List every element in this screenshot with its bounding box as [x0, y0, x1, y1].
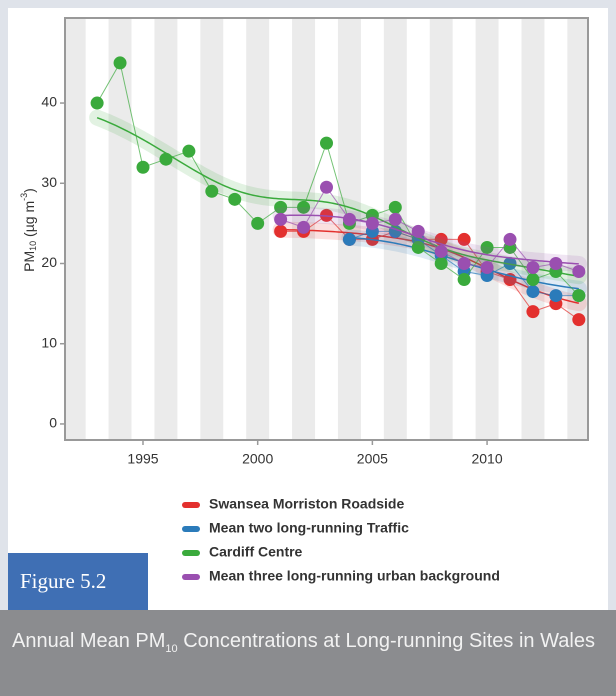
figure-label: Figure 5.2 — [8, 553, 148, 610]
y-tick-label: 0 — [49, 415, 57, 431]
y-label-part: PM — [21, 251, 37, 272]
background-stripe — [200, 18, 224, 440]
background-stripe — [475, 18, 499, 440]
data-point — [251, 216, 265, 230]
data-point — [388, 200, 402, 214]
y-label-part: (µg m — [21, 201, 37, 241]
caption: Annual Mean PM10 Concentrations at Long-… — [0, 610, 616, 696]
x-tick-label: 2005 — [357, 451, 388, 467]
data-point — [572, 265, 586, 279]
data-point — [320, 180, 333, 194]
data-point — [274, 200, 288, 214]
trend-line — [96, 116, 579, 277]
data-point — [457, 232, 471, 246]
data-point — [274, 212, 288, 226]
data-point — [113, 56, 127, 70]
caption-part: 10 — [165, 643, 178, 655]
background-stripe — [154, 18, 178, 440]
data-point — [297, 200, 311, 214]
data-point — [411, 224, 425, 238]
legend-label: Cardiff Centre — [209, 544, 303, 560]
y-tick-label: 20 — [41, 254, 57, 270]
data-point — [297, 220, 311, 234]
data-point — [434, 256, 448, 270]
data-point — [503, 232, 517, 246]
y-tick-label: 10 — [41, 334, 57, 350]
legend-label: Mean three long-running urban background — [209, 568, 500, 584]
data-point — [228, 192, 242, 206]
data-point — [411, 240, 425, 254]
data-point — [182, 144, 196, 158]
background-stripe — [521, 18, 545, 440]
data-point — [480, 240, 494, 254]
plot-frame — [64, 17, 589, 441]
y-label-part: 10 — [28, 241, 38, 251]
x-tick-label: 2010 — [471, 451, 502, 467]
y-tick-label: 40 — [41, 94, 57, 110]
data-point — [480, 261, 494, 275]
data-point — [434, 244, 448, 258]
data-point — [205, 184, 219, 198]
data-point — [159, 152, 173, 166]
data-point — [572, 313, 586, 327]
data-point — [365, 216, 379, 230]
data-point — [136, 160, 150, 174]
background-stripe — [108, 18, 132, 440]
data-point — [342, 212, 356, 226]
legend-label: Swansea Morriston Roadside — [209, 496, 404, 512]
background-stripe — [567, 18, 588, 440]
data-point — [526, 305, 540, 319]
y-tick-label: 30 — [41, 174, 57, 190]
y-label-part: -3 — [19, 193, 29, 201]
background-stripe — [65, 18, 86, 440]
series-line — [96, 61, 580, 296]
caption-part: Concentrations at Long-running Sites in … — [177, 630, 595, 652]
data-point — [457, 273, 471, 287]
data-point — [388, 212, 402, 226]
data-point — [526, 273, 540, 287]
data-point — [320, 136, 333, 150]
data-point — [549, 256, 563, 270]
x-tick-label: 2000 — [242, 451, 273, 467]
y-label-part: ) — [21, 188, 37, 193]
background-stripe — [429, 18, 453, 440]
data-point — [274, 224, 288, 238]
trend-line — [280, 214, 579, 265]
legend-label: Mean two long-running Traffic — [209, 520, 409, 536]
data-point — [549, 289, 563, 303]
data-point — [526, 261, 540, 275]
x-tick-label: 1995 — [127, 451, 158, 467]
data-point — [342, 232, 356, 246]
data-point — [526, 285, 540, 299]
data-point — [457, 256, 471, 270]
data-point — [572, 289, 586, 303]
caption-part: Annual Mean PM — [12, 630, 166, 652]
data-point — [90, 96, 104, 110]
y-axis-label: PM10 (µg m-3) — [19, 188, 38, 272]
